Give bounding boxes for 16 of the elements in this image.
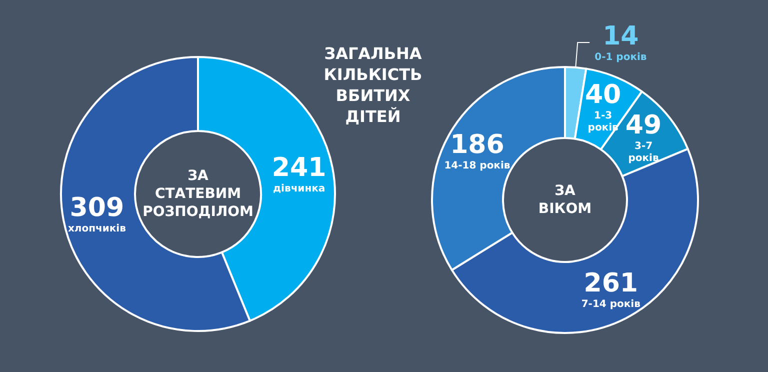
data-label: 261	[584, 268, 638, 298]
text: ЗА ВІКОМ	[538, 183, 592, 217]
text: ЗА СТАТЕВИМ РОЗПОДІЛОМ	[142, 168, 254, 220]
slice-label: хлопчиків	[68, 223, 126, 234]
data-label: 186	[450, 130, 504, 160]
slice-label: 0-1 років	[594, 52, 647, 64]
data-label: 309	[70, 192, 124, 223]
data-label: 40	[584, 80, 622, 110]
text: ЗАГАЛЬНА КІЛЬКІСТЬ ВБИТИХ ДІТЕЙ	[324, 44, 422, 126]
slice-label: 7-14 років	[581, 298, 640, 310]
slice-label: 3-7 років	[628, 140, 659, 164]
data-label: 241	[272, 153, 326, 184]
data-label: 14	[602, 22, 639, 52]
data-label: 49	[625, 110, 662, 140]
slice-label: 14-18 років	[444, 160, 510, 172]
slice-label: дівчинка	[272, 184, 326, 195]
